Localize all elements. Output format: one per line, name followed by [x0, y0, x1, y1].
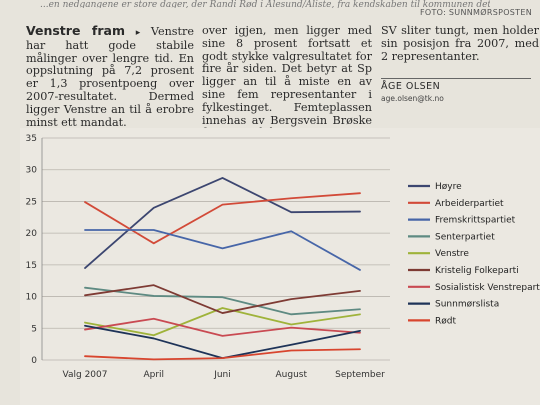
y-tick-label: 0 — [31, 356, 37, 366]
series-line — [84, 348, 361, 361]
series-line — [84, 307, 361, 337]
legend-label: Sosialistisk Venstreparti — [435, 283, 540, 293]
x-tick-label: August — [276, 370, 308, 380]
article-column-1-text: Venstre har hatt gode stabile målinger o… — [26, 25, 194, 141]
series-line — [84, 192, 361, 245]
x-tick-label: September — [335, 370, 385, 380]
article-headline: Venstre fram — [26, 23, 125, 38]
x-tick-label: Valg 2007 — [63, 370, 108, 380]
legend-label: Venstre — [435, 249, 469, 259]
legend-label: Senterpartiet — [435, 232, 495, 242]
poll-line-chart: 0 5 10 15 20 25 30 35 Valg 2007 April Juni August Se… — [26, 134, 540, 380]
legend-label: Kristelig Folkeparti — [435, 266, 519, 276]
article-column-1: Venstre fram ▸ Venstre har hatt gode sta… — [26, 23, 194, 142]
legend-label: Rødt — [435, 316, 456, 326]
legend-label: Fremskrittspartiet — [435, 216, 516, 226]
article-column-2: over igjen, men ligger med sine 8 prosen… — [202, 24, 372, 139]
y-tick-label: 20 — [26, 229, 38, 239]
series-line — [84, 317, 361, 337]
x-tick-label: April — [143, 370, 164, 380]
series-line — [84, 177, 361, 269]
y-tick-label: 30 — [26, 166, 38, 176]
byline: ÅGE OLSEN age.olsen@tk.no — [381, 78, 531, 103]
article-column-3: SV sliter tungt, men holder sin posisjon… — [381, 24, 539, 63]
byline-name: ÅGE OLSEN — [381, 81, 441, 92]
y-tick-label: 25 — [26, 197, 37, 207]
chart-panel: 0 5 10 15 20 25 30 35 Valg 2007 April Juni August Se… — [20, 128, 540, 405]
y-tick-label: 5 — [31, 324, 37, 334]
headline-arrow-icon: ▸ — [135, 28, 141, 38]
clipped-previous-text: ...en nedgangene er store dager, der Ran… — [40, 0, 490, 8]
series-line — [84, 284, 361, 314]
series-line — [84, 229, 361, 271]
photo-credit: FOTO: SUNNMØRSPOSTEN — [419, 8, 532, 17]
y-tick-label: 15 — [26, 261, 37, 271]
x-tick-label: Juni — [213, 370, 231, 380]
legend-label: Arbeiderpartiet — [435, 199, 504, 209]
y-tick-label: 10 — [26, 293, 38, 303]
legend-label: Høyre — [435, 182, 462, 192]
legend-label: Sunnmørslista — [435, 300, 499, 310]
byline-email: age.olsen@tk.no — [381, 94, 444, 103]
series-line — [84, 286, 361, 316]
y-tick-label: 35 — [26, 134, 37, 144]
